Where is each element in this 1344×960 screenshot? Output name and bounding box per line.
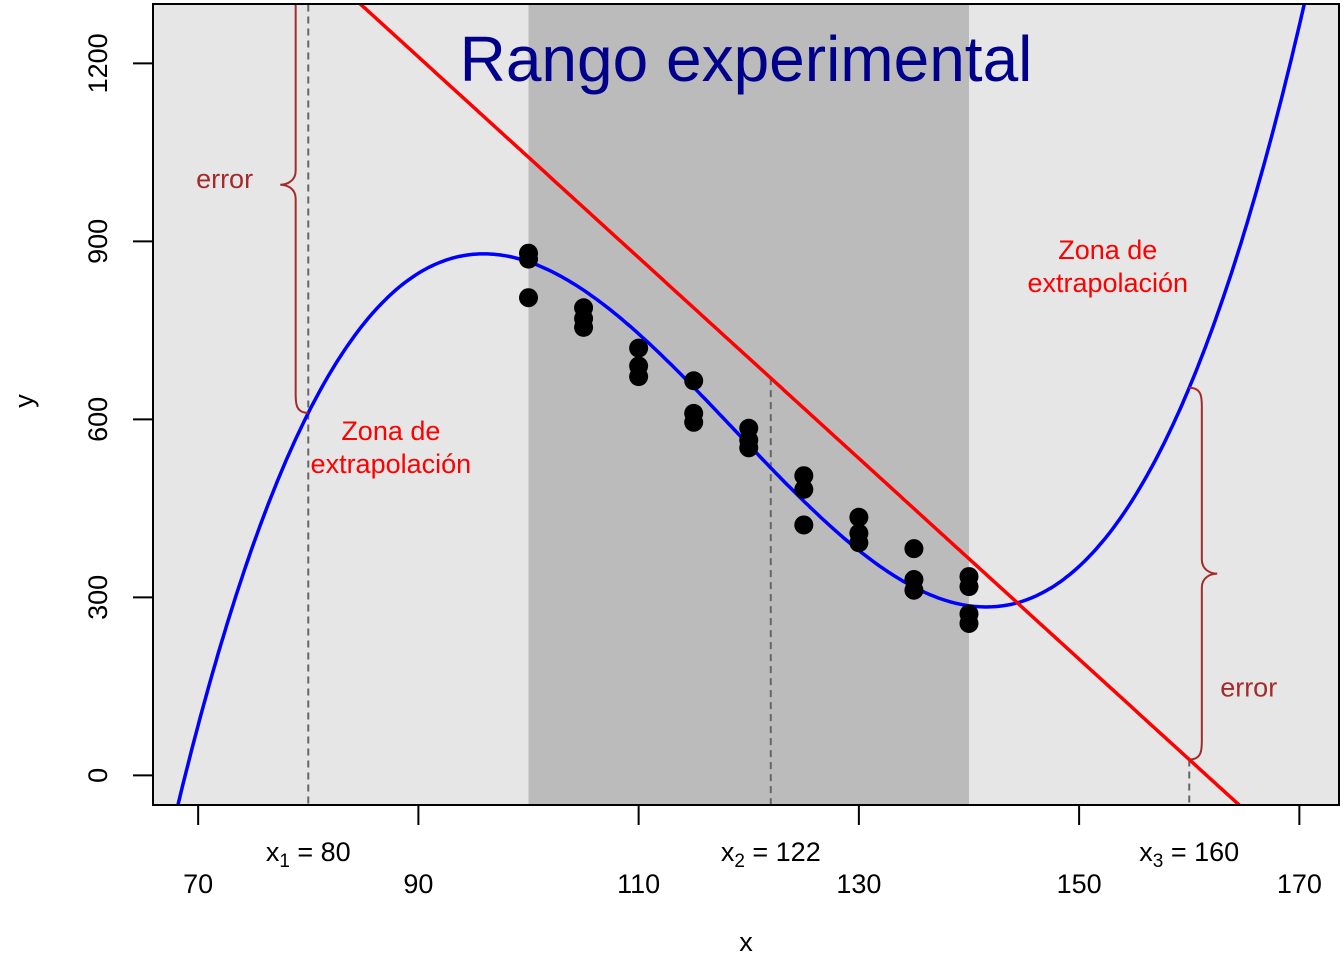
data-point xyxy=(519,249,539,269)
marked-x-subscript: 2 xyxy=(734,851,745,872)
data-points xyxy=(519,243,979,633)
zone-label-line: extrapolación xyxy=(311,449,472,479)
data-point xyxy=(629,367,649,387)
zone-label-line: extrapolación xyxy=(1027,268,1188,298)
data-point xyxy=(794,515,814,535)
data-point xyxy=(629,338,649,358)
data-point xyxy=(959,613,979,633)
marked-x-label-2: x2 = 122 xyxy=(721,837,821,872)
chart-title: Rango experimental xyxy=(460,23,1033,95)
x-tick-label: 150 xyxy=(1057,869,1102,899)
data-point xyxy=(794,466,814,486)
marked-x-value: = 80 xyxy=(290,837,351,867)
data-point xyxy=(904,539,924,559)
guide-lines xyxy=(307,4,1191,805)
x-tick-label: 90 xyxy=(403,869,433,899)
data-point xyxy=(959,577,979,597)
y-tick-label: 0 xyxy=(83,768,113,783)
y-tick-label: 600 xyxy=(83,397,113,442)
marked-x-name: x xyxy=(1139,837,1153,867)
x-tick-label: 130 xyxy=(836,869,881,899)
x-tick-label: 110 xyxy=(617,869,660,899)
data-point xyxy=(574,317,594,337)
marked-x-name: x xyxy=(266,837,280,867)
zone-label-line: Zona de xyxy=(341,416,440,446)
plot-box xyxy=(152,3,1340,806)
plot-frame xyxy=(152,3,1340,806)
data-point xyxy=(849,533,869,553)
marked-x-value: = 160 xyxy=(1163,837,1239,867)
marked-x-value: = 122 xyxy=(745,837,821,867)
data-point xyxy=(739,438,759,458)
x-tick-label: 70 xyxy=(183,869,213,899)
error-label-1: error xyxy=(196,164,253,194)
zone-label-line: Zona de xyxy=(1058,235,1157,265)
y-axis-title: y xyxy=(9,394,39,408)
zone-label-2: Zona de extrapolación xyxy=(1027,235,1188,298)
y-tick-label: 1200 xyxy=(83,33,113,93)
data-point xyxy=(684,371,704,391)
error-label-2: error xyxy=(1220,673,1277,703)
data-point xyxy=(794,479,814,499)
marked-x-subscript: 1 xyxy=(279,851,290,872)
data-point xyxy=(684,412,704,432)
y-tick-label: 300 xyxy=(83,575,113,620)
experimental-range-band xyxy=(528,4,969,805)
data-point xyxy=(849,507,869,527)
data-point xyxy=(519,288,539,308)
zone-label-1: Zona de extrapolación xyxy=(311,416,472,479)
y-tick-label: 900 xyxy=(83,219,113,264)
data-point xyxy=(904,580,924,600)
experimental-range-rect xyxy=(528,4,969,805)
marked-x-label-3: x3 = 160 xyxy=(1139,837,1239,872)
marked-x-name: x xyxy=(721,837,735,867)
marked-x-label-1: x1 = 80 xyxy=(266,837,351,872)
x-axis-title: x xyxy=(739,927,753,957)
linear-fit-line xyxy=(357,4,1242,805)
marked-x-subscript: 3 xyxy=(1153,851,1164,872)
x-tick-label: 170 xyxy=(1277,869,1322,899)
